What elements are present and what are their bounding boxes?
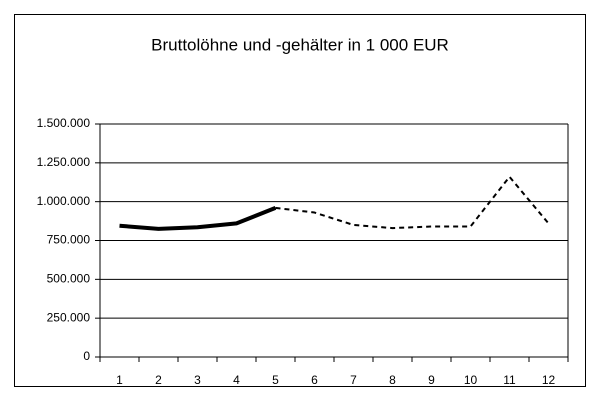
y-tick-label: 500.000 [47,272,91,286]
x-tick-label: 12 [542,373,556,387]
y-tick-label: 1.500.000 [37,116,91,130]
y-tick-label: 750.000 [47,233,91,247]
y-tick-label: 1.000.000 [37,194,91,208]
x-tick-label: 10 [464,373,478,387]
series-line [275,175,550,230]
x-tick-label: 3 [194,373,201,387]
x-tick-label: 5 [272,373,279,387]
x-tick-label: 11 [503,373,516,387]
y-tick-label: 1.250.000 [37,155,91,169]
x-tick-label: 4 [233,373,240,387]
x-tick-label: 2 [155,373,162,387]
series-line [119,206,277,231]
chart-frame [14,14,586,387]
x-tick-label: 9 [428,373,435,387]
x-tick-label: 1 [116,373,123,387]
x-tick-label: 7 [350,373,357,387]
x-tick-label: 6 [311,373,318,387]
x-tick-label: 8 [389,373,396,387]
y-tick-label: 0 [83,349,90,363]
y-tick-label: 250.000 [47,310,91,324]
chart-title: Bruttolöhne und -gehälter in 1 000 EUR [151,35,449,54]
